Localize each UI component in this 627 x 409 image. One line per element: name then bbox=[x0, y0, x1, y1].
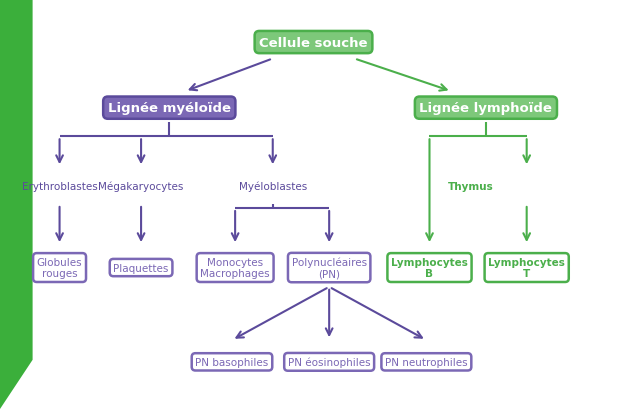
Text: Globules
rouges: Globules rouges bbox=[37, 257, 82, 279]
Text: Lymphocytes
T: Lymphocytes T bbox=[488, 257, 565, 279]
Text: Thymus: Thymus bbox=[448, 181, 493, 191]
Text: Plaquettes: Plaquettes bbox=[113, 263, 169, 273]
Text: Cellule souche: Cellule souche bbox=[259, 36, 368, 49]
Text: Polynucléaires
(PN): Polynucléaires (PN) bbox=[292, 257, 367, 279]
Text: Erythroblastes: Erythroblastes bbox=[22, 181, 97, 191]
Text: Myéloblastes: Myéloblastes bbox=[239, 181, 307, 191]
Text: Lignée myéloïde: Lignée myéloïde bbox=[108, 102, 231, 115]
Polygon shape bbox=[0, 0, 33, 409]
Text: PN basophiles: PN basophiles bbox=[196, 357, 268, 367]
Text: Lymphocytes
B: Lymphocytes B bbox=[391, 257, 468, 279]
Text: PN neutrophiles: PN neutrophiles bbox=[385, 357, 468, 367]
Text: Lignée lymphoïde: Lignée lymphoïde bbox=[419, 102, 552, 115]
Text: Mégakaryocytes: Mégakaryocytes bbox=[98, 181, 184, 191]
Text: Monocytes
Macrophages: Monocytes Macrophages bbox=[200, 257, 270, 279]
Text: PN éosinophiles: PN éosinophiles bbox=[288, 357, 371, 367]
